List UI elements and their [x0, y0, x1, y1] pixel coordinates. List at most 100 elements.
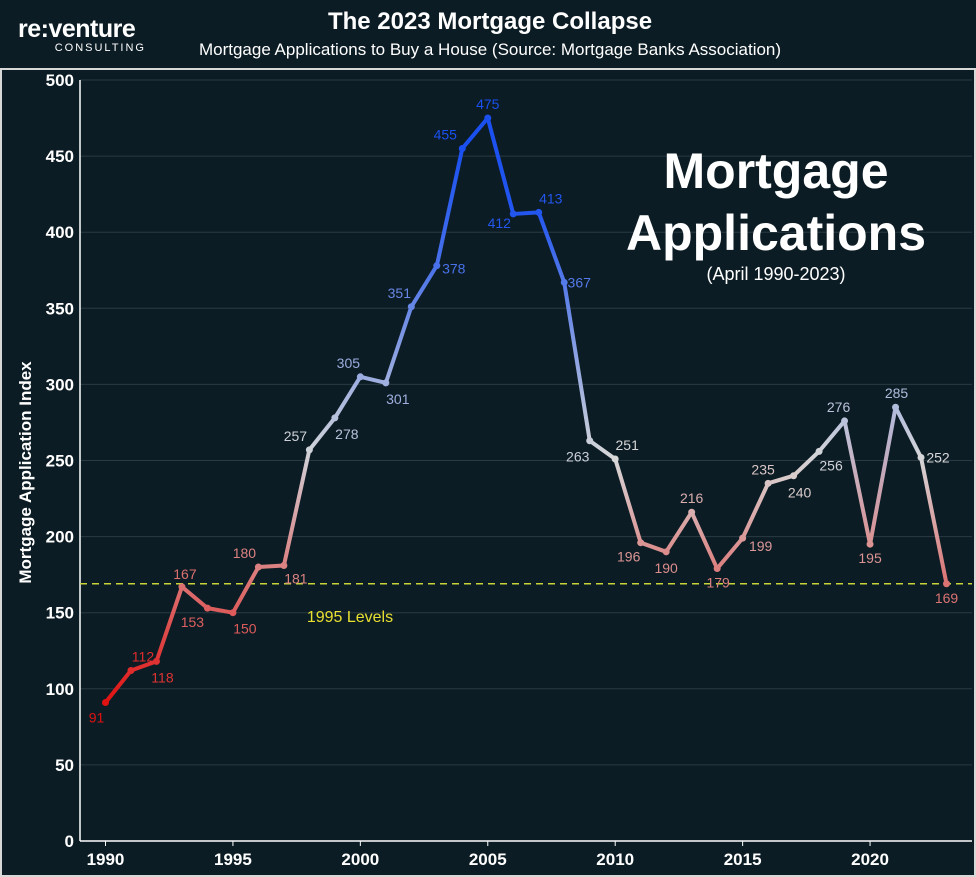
data-point-1998 [305, 446, 313, 454]
series-line-segment [358, 374, 388, 385]
series-line-segment [485, 116, 516, 216]
line-chart: 0 50 100 150 200 250 300 350 400 450 500 1990 1995 20… [16, 71, 972, 869]
data-label-1996: 180 [233, 545, 257, 561]
series-line-segment [281, 447, 312, 568]
y-tick-label: 250 [46, 452, 74, 471]
chart-header: re:venture CONSULTING The 2023 Mortgage … [0, 0, 976, 70]
data-point-1994 [203, 604, 211, 612]
annotation-subtitle: (April 1990-2023) [706, 264, 845, 284]
data-label-1990: 91 [89, 709, 105, 725]
y-tick-label: 400 [46, 223, 74, 242]
data-point-2016 [764, 479, 772, 487]
data-label-2007: 413 [539, 190, 563, 206]
reference-line-group: 1995 Levels [80, 583, 972, 626]
data-point-2002 [407, 303, 415, 311]
x-tick-label: 1990 [87, 850, 125, 869]
data-label-1995: 150 [233, 621, 257, 637]
x-tick-label: 2000 [341, 850, 379, 869]
data-label-2008: 367 [568, 274, 592, 290]
data-point-2001 [382, 379, 390, 387]
data-label-2003: 378 [442, 261, 466, 277]
data-point-2011 [637, 539, 645, 547]
data-point-2007 [535, 208, 543, 216]
data-label-2011: 196 [617, 549, 641, 565]
data-label-1992: 118 [151, 669, 174, 685]
series-line-segment [332, 374, 363, 420]
series-line-segment [613, 456, 643, 545]
x-tick-label: 2005 [469, 850, 507, 869]
series-line-segment [587, 438, 618, 461]
data-point-2019 [841, 417, 849, 425]
data-point-2014 [713, 565, 721, 573]
y-tick-label: 350 [46, 299, 74, 318]
data-label-2014: 179 [706, 575, 730, 591]
x-tick-label: 1995 [214, 850, 252, 869]
data-point-2000 [356, 373, 364, 381]
data-point-1997 [280, 562, 288, 570]
data-point-1995 [229, 609, 237, 617]
y-tick-label: 300 [46, 375, 74, 394]
y-tick-label: 200 [46, 528, 74, 547]
series-line-segment [434, 146, 465, 268]
reventure-logo: re:venture CONSULTING [18, 16, 148, 55]
data-label-2005: 475 [476, 96, 500, 112]
y-axis-title: Mortgage Application Index [16, 361, 35, 584]
series-line-segment [664, 510, 694, 554]
data-label-1994: 153 [181, 614, 205, 630]
data-label-2019: 276 [827, 399, 851, 415]
y-tick-label: 0 [65, 832, 74, 851]
data-label-1997: 181 [284, 571, 308, 587]
data-point-2006 [509, 210, 517, 218]
axes: 0 50 100 150 200 250 300 350 400 450 500 1990 1995 20… [46, 71, 972, 869]
data-point-1996 [254, 563, 262, 571]
series-line-segment [689, 510, 720, 571]
series-line-segment [205, 606, 235, 615]
data-label-1991: 112 [132, 649, 155, 665]
data-label-2017: 240 [788, 485, 812, 501]
series-line-segment [715, 536, 745, 571]
series-line-segment [409, 263, 439, 309]
annotation-title-line2: Applications [626, 205, 926, 261]
logo-wordmark: re:venture [18, 15, 136, 43]
data-label-2013: 216 [680, 490, 704, 506]
y-tick-label: 150 [46, 604, 74, 623]
data-point-2003 [433, 262, 441, 270]
series-line-segment [256, 563, 286, 570]
series-line-segment [842, 418, 873, 547]
y-tick-label: 500 [46, 71, 74, 90]
data-label-2009: 263 [566, 449, 590, 465]
series-line-segment [919, 455, 949, 586]
data-label-2018: 256 [819, 457, 843, 473]
data-point-1999 [331, 414, 339, 422]
data-point-2023 [943, 580, 951, 588]
series-line-segment [307, 415, 337, 452]
data-point-2012 [662, 548, 670, 556]
series-line-segment [562, 280, 592, 443]
series-line-segment [791, 449, 822, 478]
series-line-segment [511, 210, 541, 216]
data-point-2021 [892, 403, 900, 411]
series-line-segment [740, 481, 771, 541]
data-label-2015: 199 [749, 538, 773, 554]
data-label-2022: 252 [926, 449, 950, 465]
x-tick-label: 2020 [851, 850, 889, 869]
data-label-2016: 235 [751, 461, 775, 477]
data-label-2000: 305 [337, 355, 361, 371]
series-line-segment [230, 565, 261, 615]
chart-title: The 2023 Mortgage Collapse [327, 8, 653, 35]
data-label-1993: 167 [173, 566, 197, 582]
data-point-1991 [127, 667, 135, 675]
data-point-2013 [688, 508, 696, 516]
data-label-2010: 251 [616, 437, 640, 453]
data-point-2005 [484, 114, 492, 122]
data-label-2004: 455 [434, 126, 458, 142]
data-point-2015 [739, 534, 747, 542]
y-tick-label: 50 [55, 756, 74, 775]
data-label-1998: 257 [284, 428, 308, 444]
y-tick-label: 100 [46, 680, 74, 699]
data-labels: 91 112 118 167 153 150 180 181 257 278 305 301 351 37… [89, 96, 959, 725]
data-label-2006: 412 [488, 215, 512, 231]
y-tick-label: 450 [46, 147, 74, 166]
data-point-2017 [790, 472, 798, 480]
series-line-segment [868, 405, 898, 547]
